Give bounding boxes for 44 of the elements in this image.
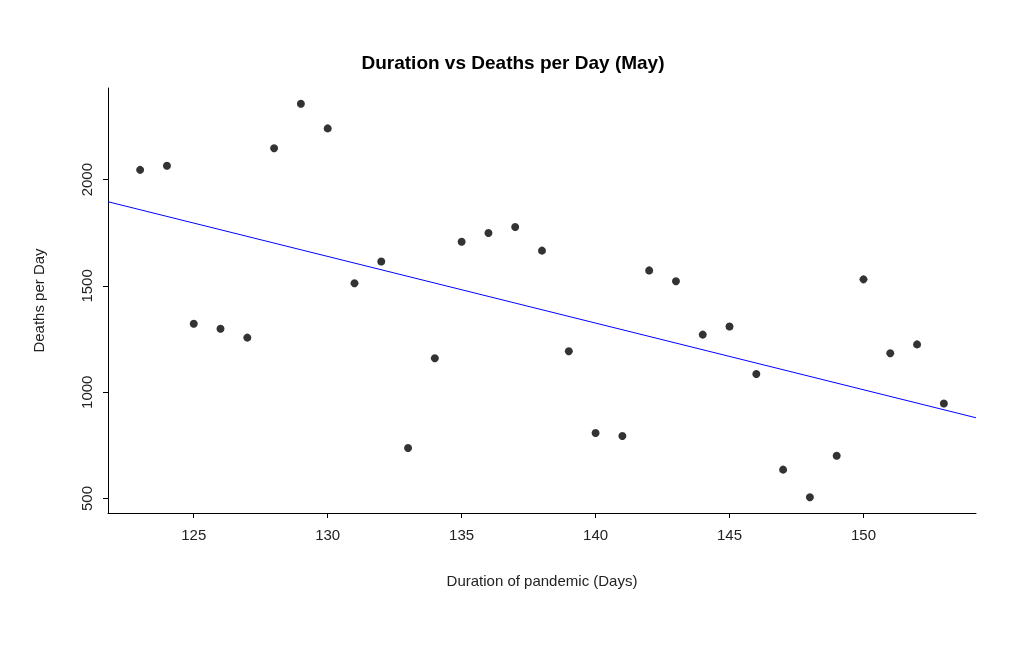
- point: [189, 319, 198, 328]
- point: [805, 493, 814, 502]
- point: [136, 165, 145, 174]
- point: [779, 465, 788, 474]
- point: [645, 266, 654, 275]
- point: [511, 223, 520, 232]
- point: [404, 443, 413, 452]
- point: [564, 347, 573, 356]
- point: [484, 229, 493, 237]
- point: [296, 99, 305, 108]
- point: [323, 124, 332, 133]
- point: [270, 144, 279, 153]
- point: [913, 340, 922, 349]
- point: [162, 161, 171, 170]
- x-tick-label: 150: [850, 526, 876, 543]
- point: [752, 369, 761, 378]
- point: [725, 322, 734, 331]
- y-tick-label: 1000: [78, 375, 95, 409]
- point: [591, 429, 600, 438]
- x-tick-label: 145: [717, 526, 743, 543]
- x-tick-label: 140: [583, 526, 609, 543]
- point: [243, 333, 252, 342]
- x-axis-title: Duration of pandemic (Days): [446, 572, 638, 589]
- chart-title: Duration vs Deaths per Day (May): [361, 52, 665, 73]
- y-tick-label: 1500: [78, 269, 95, 303]
- point: [350, 279, 359, 288]
- y-axis-title: Deaths per Day: [30, 247, 47, 353]
- point: [698, 330, 707, 339]
- x-tick-label: 130: [315, 526, 341, 543]
- point: [216, 324, 225, 333]
- x-tick-label: 135: [449, 526, 475, 543]
- x-tick-label: 125: [181, 526, 207, 543]
- point: [939, 399, 948, 408]
- y-tick-label: 2000: [78, 162, 95, 197]
- point: [859, 275, 868, 284]
- point: [538, 246, 546, 255]
- point: [832, 451, 841, 460]
- y-tick-label: 500: [78, 486, 95, 512]
- point: [886, 349, 895, 358]
- point: [430, 354, 439, 363]
- point: [377, 257, 386, 266]
- point: [618, 432, 627, 441]
- point: [457, 237, 466, 246]
- point: [671, 277, 680, 286]
